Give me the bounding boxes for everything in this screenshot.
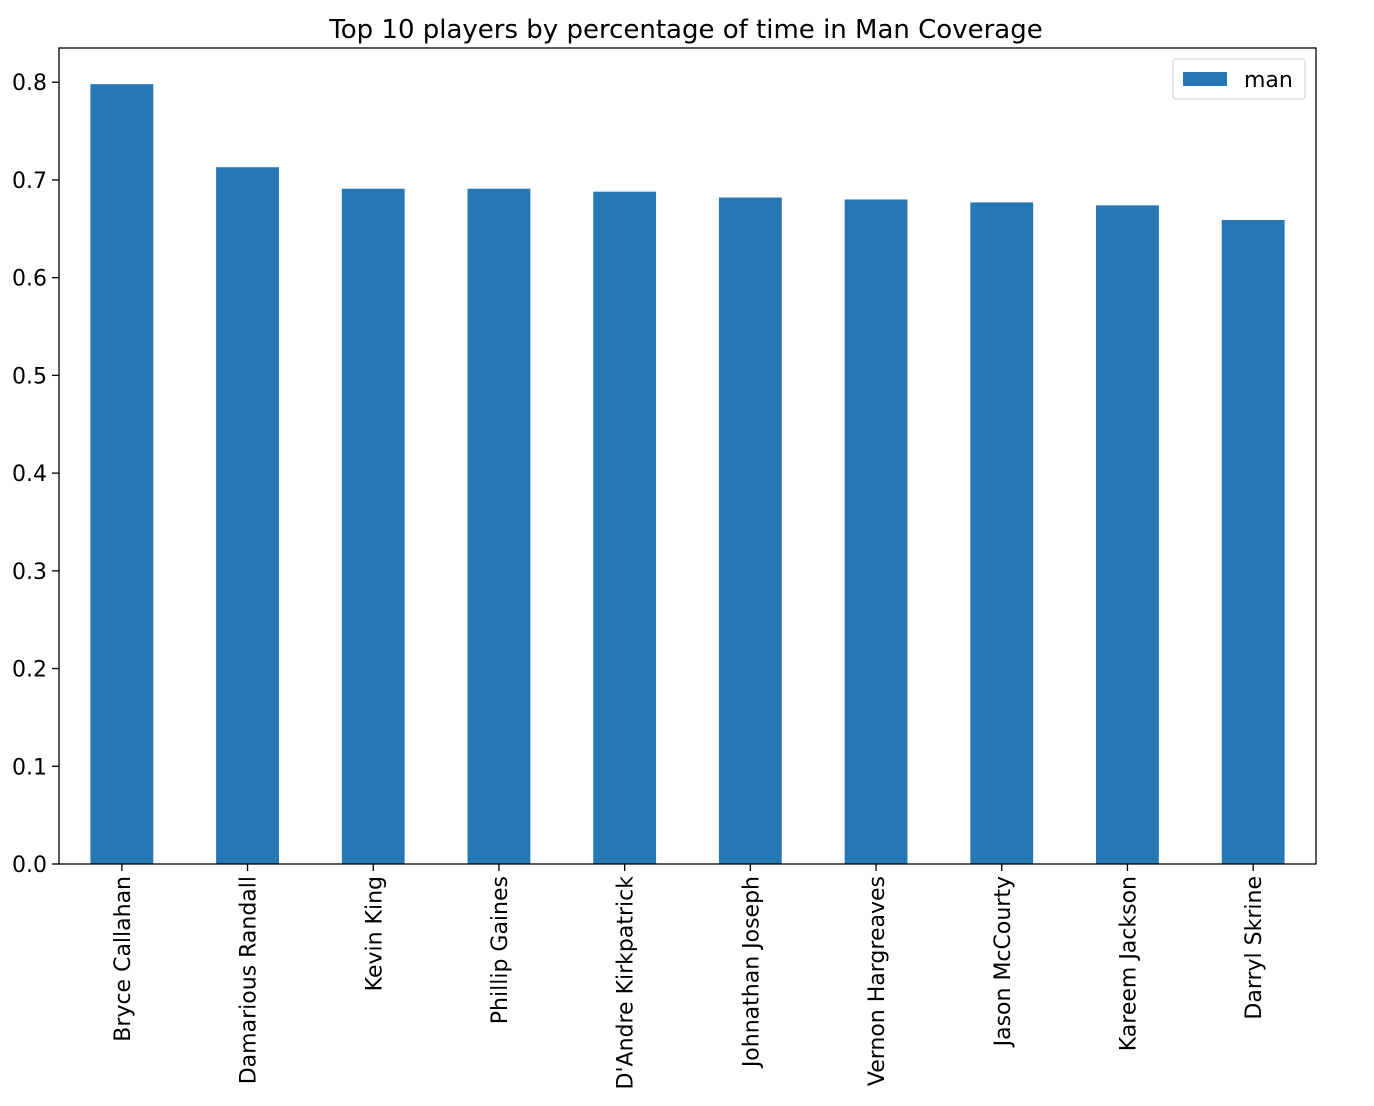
y-tick-label: 0.6 bbox=[12, 267, 47, 292]
legend-frame bbox=[1172, 58, 1306, 100]
y-tick-label: 0.5 bbox=[12, 364, 47, 389]
x-tick-label: Bryce Callahan bbox=[111, 876, 136, 1042]
legend-label-man: man bbox=[1244, 68, 1293, 93]
chart-title: Top 10 players by percentage of time in … bbox=[328, 15, 1042, 45]
x-tick-label: Kareem Jackson bbox=[1116, 876, 1141, 1051]
x-tick-label: Phillip Gaines bbox=[488, 876, 513, 1024]
legend-swatch bbox=[1183, 72, 1227, 86]
y-axis: 0.0 0.1 0.2 0.3 0.4 0.5 0.6 0.7 0.8 bbox=[12, 71, 59, 878]
legend: man bbox=[1172, 58, 1306, 100]
y-tick-label: 0.0 bbox=[12, 853, 47, 878]
x-tick-label: D'Andre Kirkpatrick bbox=[614, 876, 639, 1090]
y-tick-label: 0.8 bbox=[12, 71, 47, 96]
bar-bryce-callahan bbox=[90, 84, 154, 864]
bar-phillip-gaines bbox=[467, 188, 531, 865]
x-tick-label: Damarious Randall bbox=[237, 876, 262, 1084]
bars-layer bbox=[90, 84, 1285, 865]
x-axis: Bryce Callahan Damarious Randall Kevin Kin… bbox=[111, 864, 1267, 1089]
bar-kevin-king bbox=[341, 188, 405, 865]
bar-damarious-randall bbox=[216, 167, 279, 865]
x-tick-label: Jason McCourty bbox=[991, 876, 1016, 1048]
bar-darryl-skrine bbox=[1221, 220, 1285, 864]
x-tick-label: Kevin King bbox=[362, 876, 387, 991]
bar-johnathan-joseph bbox=[718, 197, 782, 864]
y-tick-label: 0.2 bbox=[12, 658, 47, 683]
y-tick-label: 0.4 bbox=[12, 462, 47, 487]
y-tick-label: 0.7 bbox=[12, 169, 47, 194]
bar-jason-mccourty bbox=[970, 202, 1034, 864]
y-tick-label: 0.3 bbox=[12, 560, 47, 585]
x-tick-label: Darryl Skrine bbox=[1242, 876, 1267, 1020]
bar-d-andre-kirkpatrick bbox=[593, 191, 657, 864]
x-tick-label: Johnathan Joseph bbox=[739, 876, 764, 1069]
plot-frame bbox=[58, 47, 1317, 865]
x-tick-label: Vernon Hargreaves bbox=[865, 876, 890, 1086]
bar-kareem-jackson bbox=[1096, 205, 1159, 865]
y-tick-label: 0.1 bbox=[12, 755, 47, 780]
bar-vernon-hargreaves bbox=[844, 199, 908, 865]
